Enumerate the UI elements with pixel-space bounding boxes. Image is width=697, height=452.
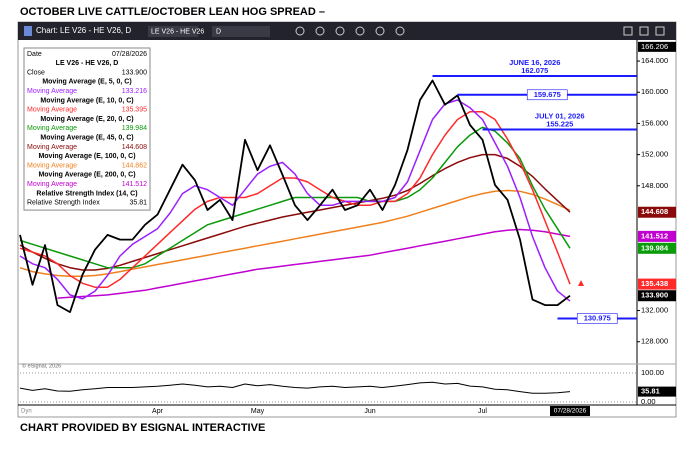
interval-text: D (216, 28, 221, 35)
price-tag-label: 139.984 (641, 243, 669, 252)
crosshair-label: 166.206 (641, 42, 668, 51)
rsi-line (19, 381, 571, 394)
tool-icon[interactable] (295, 26, 305, 36)
date-tag (550, 406, 590, 416)
rsi-tick-label: 100.00 (641, 368, 664, 377)
data-window-label: Moving Average (27, 88, 77, 95)
page-title: OCTOBER LIVE CATTLE/OCTOBER LEAN HOG SPR… (20, 6, 325, 18)
data-window-label: Date (27, 51, 42, 58)
y-tick-label: 152.000 (641, 150, 668, 159)
price-tag (638, 290, 676, 302)
window-button[interactable] (623, 26, 633, 36)
annotation-value: 155.225 (546, 119, 573, 128)
data-window-value: 135.395 (122, 107, 147, 114)
crosshair-tag (638, 41, 676, 52)
x-tick-label: Jun (364, 408, 375, 415)
data-window-label: Moving Average (27, 144, 77, 151)
data-window-header: Moving Average (E, 20, 0, C) (40, 116, 133, 123)
tool-icon[interactable] (355, 26, 365, 36)
data-window-value: 07/28/2026 (112, 51, 147, 58)
chart-icon (24, 26, 32, 36)
rsi-tick-label: 0.00 (641, 397, 656, 406)
annotation-title: JUNE 16, 2026 (509, 58, 560, 67)
data-window (23, 47, 151, 211)
annotation-value: 130.975 (584, 314, 611, 323)
data-window-value: 139.984 (122, 125, 147, 132)
price-tag (638, 242, 676, 254)
annotation-box (526, 89, 568, 101)
series-line (19, 189, 571, 277)
interval-field[interactable] (212, 26, 270, 37)
data-window-header: Relative Strength Index (14, C) (36, 190, 137, 197)
y-tick-label: 156.000 (641, 118, 668, 127)
data-window-label: Moving Average (27, 107, 77, 114)
price-tag (638, 230, 676, 242)
toolbar-title: Chart: LE V26 - HE V26, D (36, 26, 131, 35)
tool-icon[interactable] (335, 26, 345, 36)
y-tick-label: 128.000 (641, 337, 668, 346)
x-tick-label: Jul (478, 408, 487, 415)
series-line (19, 99, 571, 302)
data-window-value: 144.862 (122, 162, 147, 169)
series-line (19, 110, 571, 288)
symbol-field[interactable] (148, 26, 198, 37)
data-window-value: 133.900 (122, 69, 147, 76)
data-window-label: Moving Average (27, 125, 77, 132)
caption: CHART PROVIDED BY ESIGNAL INTERACTIVE (20, 422, 265, 434)
price-tag-label: 133.900 (641, 291, 668, 300)
x-tick-label: Apr (152, 408, 164, 415)
price-tag-label: 135.438 (641, 279, 668, 288)
price-tag (638, 278, 676, 290)
rsi-tag-label: 35.81 (641, 387, 660, 396)
rsi-tag (638, 386, 676, 397)
data-window-value: 144.608 (122, 144, 147, 151)
x-tick-label: May (251, 408, 265, 415)
data-window-label: Moving Average (27, 162, 77, 169)
data-window-header: Moving Average (E, 200, 0, C) (38, 172, 135, 179)
data-window-header: Moving Average (E, 45, 0, C) (40, 135, 133, 142)
data-window-label: Close (27, 69, 45, 76)
data-window-label: Relative Strength Index (27, 200, 100, 207)
data-window-header: Moving Average (E, 5, 0, C) (42, 79, 131, 86)
price-tag-label: 144.608 (641, 207, 668, 216)
annotation-title: JULY 01, 2026 (535, 111, 585, 120)
data-window-value: 35.81 (129, 200, 147, 207)
annotation-value: 162.075 (521, 66, 548, 75)
tool-icon[interactable] (395, 26, 405, 36)
window-button[interactable] (655, 26, 665, 36)
corner-label: Dyn (21, 409, 32, 415)
symbol-text: LE V26 - HE V26 (151, 28, 204, 35)
data-window-header: Moving Average (E, 100, 0, C) (38, 153, 135, 160)
series-line (19, 79, 571, 313)
price-tag (638, 206, 676, 218)
data-window-value: 141.512 (122, 181, 147, 188)
data-window-label: Moving Average (27, 181, 77, 188)
toolbar-icons (295, 26, 665, 36)
window-button[interactable] (639, 26, 649, 36)
data-window-value: 133.216 (122, 88, 147, 95)
tool-icon[interactable] (315, 26, 325, 36)
alert-marker (578, 280, 584, 286)
price-tag-label: 141.512 (641, 231, 668, 240)
y-tick-label: 160.000 (641, 87, 668, 96)
x-tick-label: 07/28/2026 (554, 408, 587, 415)
data-window-header: Moving Average (E, 10, 0, C) (40, 97, 133, 104)
y-tick-label: 148.000 (641, 181, 668, 190)
copyright: © eSignal, 2026 (22, 362, 61, 369)
annotation-value: 159.675 (534, 90, 561, 99)
annotation-box (576, 313, 618, 324)
tool-icon[interactable] (375, 26, 385, 36)
y-tick-label: 164.000 (641, 56, 668, 65)
data-window-header: LE V26 - HE V26, D (56, 60, 119, 67)
series-line (57, 228, 571, 299)
y-tick-label: 132.000 (641, 306, 668, 315)
